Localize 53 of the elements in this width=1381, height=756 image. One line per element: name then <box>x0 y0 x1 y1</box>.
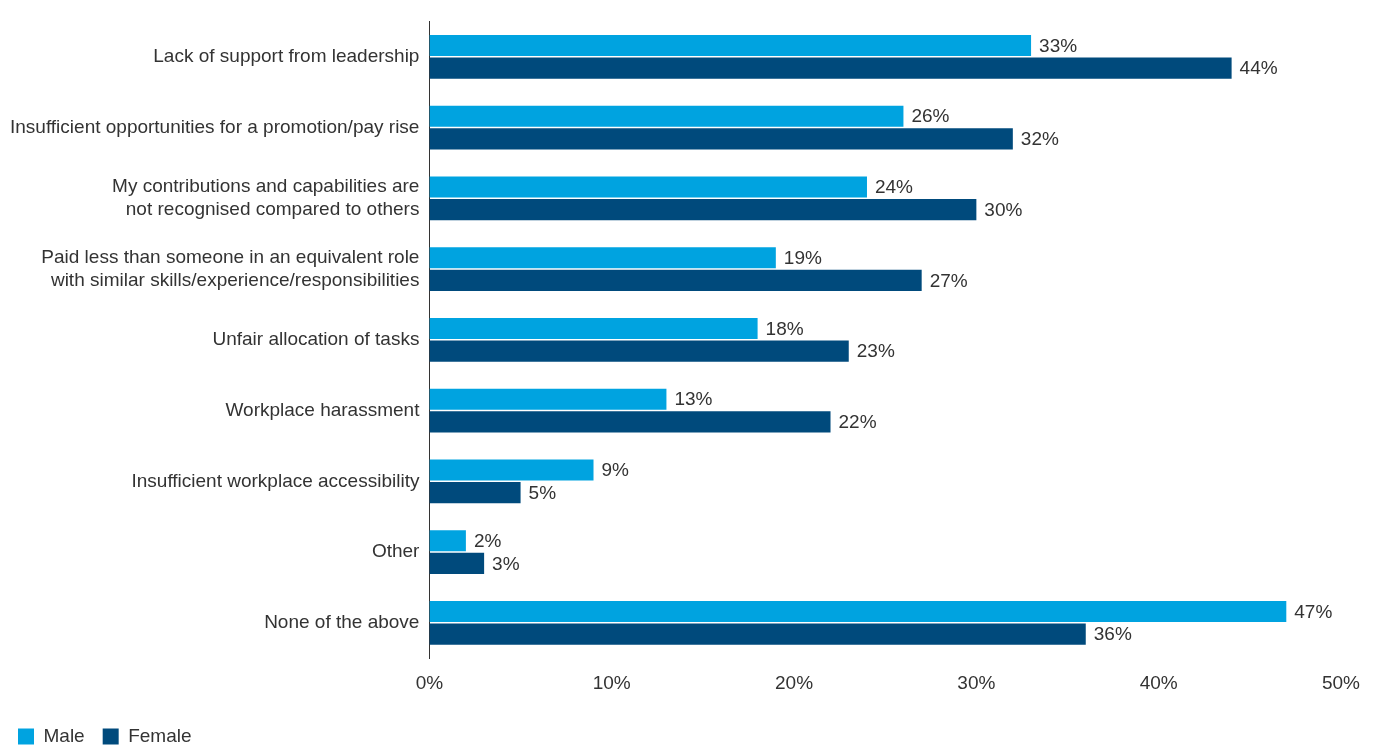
bar <box>429 482 521 504</box>
bar <box>429 530 466 552</box>
bar <box>429 552 485 574</box>
bar <box>429 247 776 269</box>
x-tick-label: 0% <box>415 671 444 693</box>
data-label: 22% <box>838 411 877 433</box>
bar <box>429 57 1232 79</box>
data-label: 23% <box>856 340 895 362</box>
x-tick-label: 10% <box>592 671 631 693</box>
y-tick-label: Insufficient workplace accessibility <box>131 469 420 491</box>
bar <box>429 340 849 362</box>
bar <box>429 459 594 481</box>
data-label: 27% <box>929 269 968 291</box>
data-label: 19% <box>783 246 822 268</box>
y-tick-label: None of the above <box>264 611 420 633</box>
y-tick-label: Workplace harassment <box>225 398 421 420</box>
x-tick-label: 40% <box>1139 671 1178 693</box>
data-label: 13% <box>674 388 713 410</box>
bar <box>429 317 758 340</box>
y-tick-label: Unfair allocation of tasks <box>212 328 420 350</box>
y-tick-label: Insufficient opportunities for a promotion/pay rise <box>9 115 420 137</box>
bar <box>429 269 922 291</box>
data-label: 24% <box>874 176 914 198</box>
x-tick-label: 50% <box>1321 671 1361 693</box>
bar <box>429 388 667 410</box>
y-tick-label: Other <box>371 540 421 562</box>
y-tick-label: Lack of support from leadership <box>153 45 420 67</box>
bar <box>429 34 1032 56</box>
bar <box>429 600 1287 623</box>
y-tick-label: My contributions and capabilities are not recognised compared to others <box>112 175 420 219</box>
bar <box>429 411 831 433</box>
legend-label: Female <box>128 724 192 746</box>
data-label: 9% <box>601 459 630 481</box>
legend-label: Male <box>43 724 85 746</box>
data-label: 2% <box>473 529 502 551</box>
data-label: 18% <box>765 317 804 339</box>
x-tick-label: 20% <box>775 671 814 693</box>
data-label: 47% <box>1294 600 1333 622</box>
y-tick-label: Paid less than someone in an equivalent role with similar skills/experience/responsibilities <box>41 245 420 290</box>
data-label: 44% <box>1239 57 1278 79</box>
data-label: 36% <box>1093 623 1132 645</box>
bar <box>429 623 1086 645</box>
data-label: 30% <box>984 198 1023 220</box>
bar <box>429 105 904 127</box>
data-label: 32% <box>1020 128 1059 150</box>
data-label: 3% <box>492 552 520 574</box>
data-label: 5% <box>528 481 557 503</box>
data-label: 26% <box>911 105 950 127</box>
bar <box>429 199 977 221</box>
bar <box>429 176 867 198</box>
x-tick-label: 30% <box>957 671 996 693</box>
bar <box>429 128 1013 150</box>
data-label: 33% <box>1039 34 1078 56</box>
